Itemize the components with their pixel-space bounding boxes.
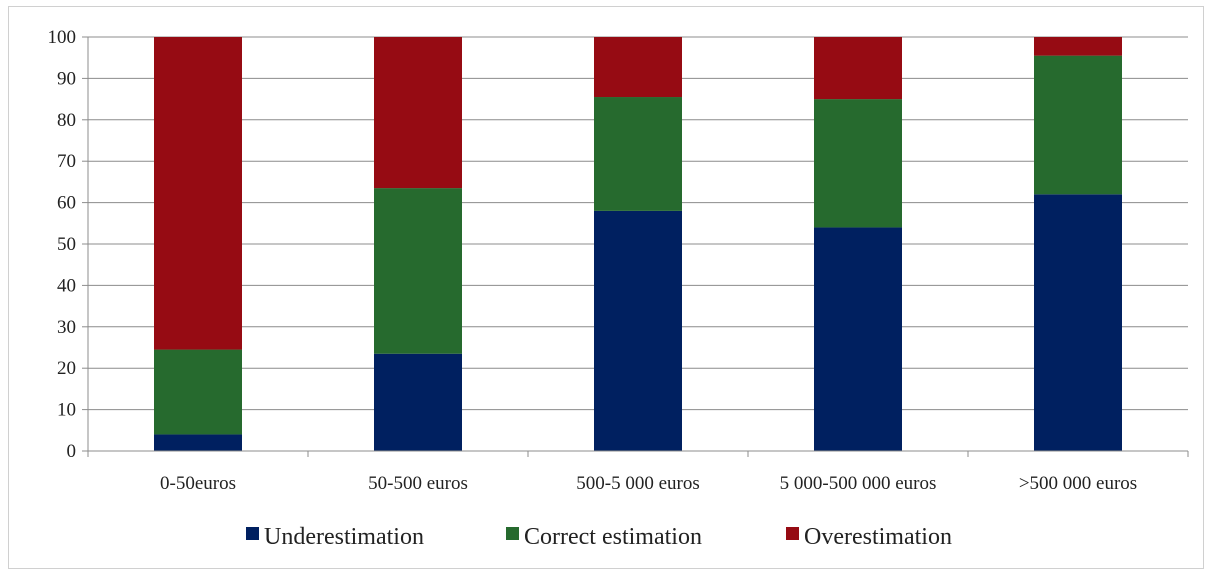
y-tick-label: 70: [57, 151, 76, 172]
x-axis-category-labels: 0-50euros 50-500 euros 500-5 000 euros 5 00…: [160, 473, 1137, 494]
bar-overestimation: [814, 37, 902, 100]
y-tick-label: 40: [57, 275, 76, 296]
y-tick-label: 10: [57, 400, 76, 421]
bar-correct-estimation: [814, 99, 902, 228]
y-tick-label: 90: [57, 68, 76, 89]
bar-underestimation: [594, 210, 682, 451]
x-category-label: >500 000 euros: [1019, 473, 1137, 494]
bar-overestimation: [1034, 37, 1122, 56]
x-category-label: 500-5 000 euros: [576, 473, 699, 494]
x-category-label: 5 000-500 000 euros: [780, 473, 937, 494]
legend-label: Correct estimation: [524, 524, 702, 550]
y-tick-label: 20: [57, 358, 76, 379]
y-tick-label: 0: [67, 441, 77, 462]
bar-correct-estimation: [1034, 55, 1122, 195]
legend-swatch: [246, 527, 259, 540]
y-tick-label: 50: [57, 234, 76, 255]
bar-overestimation: [594, 37, 682, 98]
legend-swatch: [786, 527, 799, 540]
legend: Underestimation Correct estimation Overest…: [246, 524, 952, 550]
bar-overestimation: [374, 37, 462, 189]
y-tick-label: 30: [57, 317, 76, 338]
bar-correct-estimation: [594, 97, 682, 211]
y-tick-label: 100: [48, 27, 77, 48]
bars: [154, 37, 1122, 451]
bar-correct-estimation: [374, 188, 462, 354]
y-axis-tick-labels: 0 10 20 30 40 50 60 70 80 90 100: [48, 27, 77, 462]
bar-underestimation: [374, 353, 462, 451]
x-category-label: 0-50euros: [160, 473, 236, 494]
bar-overestimation: [154, 37, 242, 350]
y-tick-label: 60: [57, 193, 76, 214]
axes: [87, 37, 1189, 457]
legend-swatch: [506, 527, 519, 540]
bar-correct-estimation: [154, 349, 242, 435]
bar-underestimation: [814, 227, 902, 451]
bar-underestimation: [1034, 194, 1122, 451]
x-category-label: 50-500 euros: [368, 473, 468, 494]
legend-label: Overestimation: [804, 524, 952, 550]
bar-underestimation: [154, 434, 242, 451]
legend-label: Underestimation: [264, 524, 424, 550]
y-tick-label: 80: [57, 110, 76, 131]
